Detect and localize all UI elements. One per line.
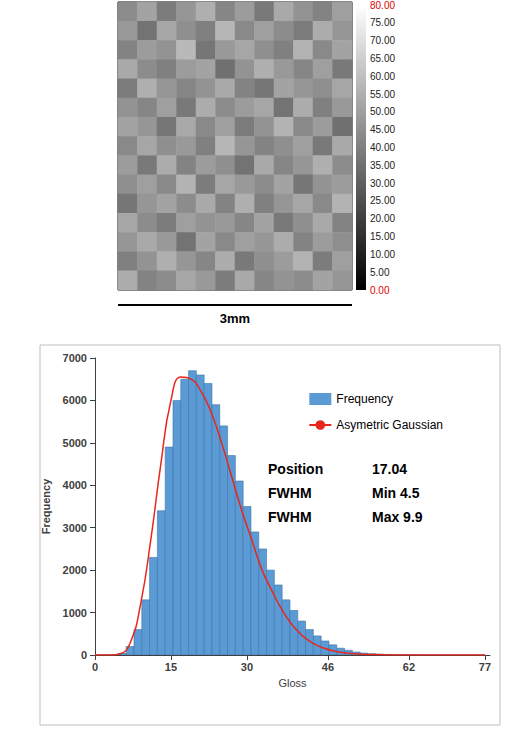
svg-text:4000: 4000 [63,479,87,491]
svg-text:Max 9.9: Max 9.9 [372,509,423,525]
svg-text:3mm: 3mm [220,311,250,326]
svg-text:70.00: 70.00 [370,35,395,46]
svg-text:77: 77 [479,661,491,673]
svg-text:55.00: 55.00 [370,89,395,100]
svg-text:65.00: 65.00 [370,53,395,64]
svg-text:5.00: 5.00 [370,267,390,278]
svg-text:7000: 7000 [63,352,87,364]
svg-text:15.00: 15.00 [370,231,395,242]
svg-text:0: 0 [92,661,98,673]
svg-text:60.00: 60.00 [370,71,395,82]
svg-text:Min 4.5: Min 4.5 [372,485,420,501]
svg-text:80.00: 80.00 [370,0,395,11]
svg-text:10.00: 10.00 [370,249,395,260]
svg-text:FWHM: FWHM [268,485,312,501]
svg-text:Frequency: Frequency [40,478,52,535]
svg-text:Frequency: Frequency [336,392,393,406]
svg-text:40.00: 40.00 [370,142,395,153]
svg-text:5000: 5000 [63,437,87,449]
svg-text:0: 0 [81,649,87,661]
svg-text:35.00: 35.00 [370,160,395,171]
svg-text:Position: Position [268,461,323,477]
svg-text:FWHM: FWHM [268,509,312,525]
svg-text:0.00: 0.00 [370,285,390,296]
svg-text:2000: 2000 [63,564,87,576]
svg-text:30: 30 [241,661,253,673]
svg-text:6000: 6000 [63,394,87,406]
svg-text:30.00: 30.00 [370,178,395,189]
svg-text:1000: 1000 [63,607,87,619]
svg-text:17.04: 17.04 [372,461,407,477]
svg-text:75.00: 75.00 [370,17,395,28]
svg-text:50.00: 50.00 [370,106,395,117]
svg-text:3000: 3000 [63,522,87,534]
svg-text:Gloss: Gloss [278,677,307,689]
svg-text:25.00: 25.00 [370,195,395,206]
svg-text:15: 15 [165,661,177,673]
svg-text:Asymetric Gaussian: Asymetric Gaussian [336,418,443,432]
svg-text:62: 62 [403,661,415,673]
svg-text:46: 46 [322,661,334,673]
svg-text:20.00: 20.00 [370,213,395,224]
svg-text:45.00: 45.00 [370,124,395,135]
